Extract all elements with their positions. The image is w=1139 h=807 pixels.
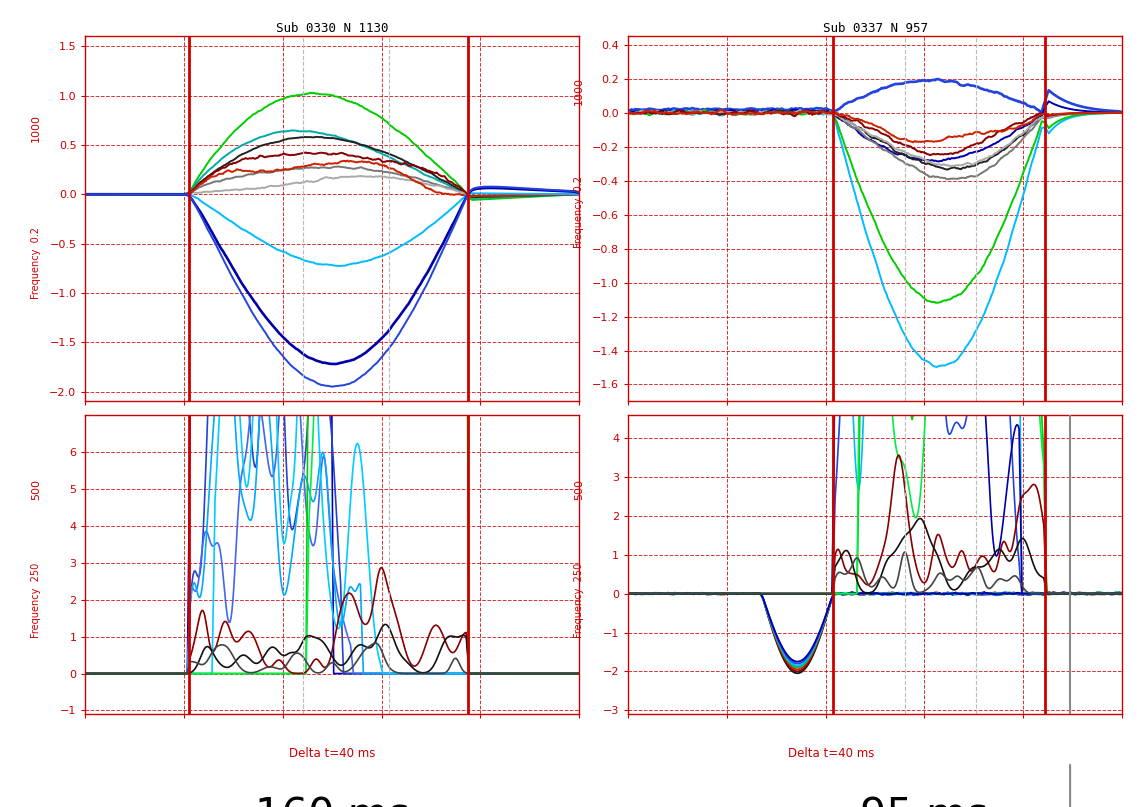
Text: 1000: 1000	[574, 77, 584, 105]
Text: 500: 500	[31, 479, 41, 500]
Text: 1000: 1000	[31, 114, 41, 141]
Text: Delta t=40 ms: Delta t=40 ms	[289, 746, 376, 759]
Text: Frequency  250: Frequency 250	[31, 562, 41, 638]
Title: Sub 0337 N 957: Sub 0337 N 957	[822, 22, 927, 36]
Text: Frequency  250: Frequency 250	[574, 562, 584, 638]
Text: 95 ms: 95 ms	[860, 795, 989, 807]
Text: Frequency  0.2: Frequency 0.2	[574, 176, 584, 248]
Text: 160 ms: 160 ms	[255, 795, 410, 807]
Title: Sub 0330 N 1130: Sub 0330 N 1130	[276, 22, 388, 36]
Text: 500: 500	[574, 479, 584, 500]
Text: Frequency  0.2: Frequency 0.2	[31, 227, 41, 299]
Text: Delta t=40 ms: Delta t=40 ms	[787, 746, 874, 759]
